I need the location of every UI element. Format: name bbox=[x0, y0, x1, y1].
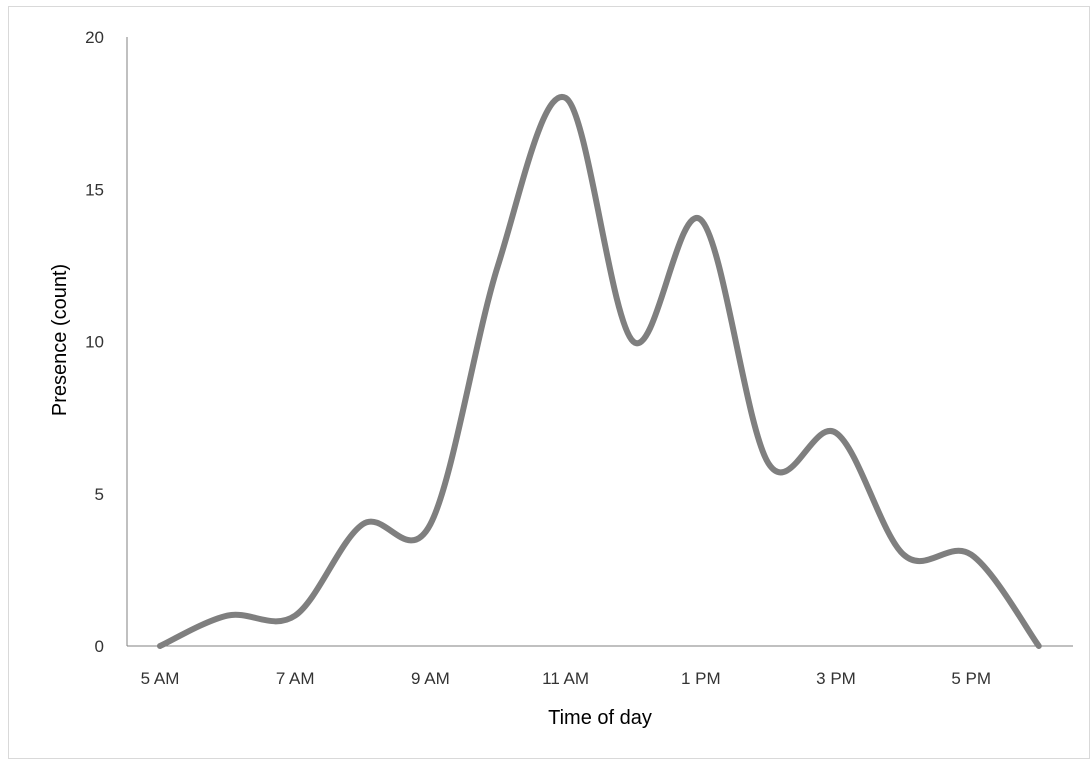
x-tick-label: 3 PM bbox=[816, 669, 856, 688]
x-tick-label: 9 AM bbox=[411, 669, 450, 688]
x-tick-label: 7 AM bbox=[276, 669, 315, 688]
y-tick-label: 10 bbox=[85, 333, 104, 352]
x-axis-title: Time of day bbox=[548, 707, 652, 729]
x-tick-labels: 5 AM 7 AM 9 AM 11 AM 1 PM 3 PM 5 PM bbox=[141, 669, 991, 688]
y-axis-title: Presence (count) bbox=[49, 264, 71, 416]
x-tick-label: 5 AM bbox=[141, 669, 180, 688]
y-tick-label: 20 bbox=[85, 28, 104, 47]
y-tick-label: 5 bbox=[95, 485, 104, 504]
axes bbox=[126, 37, 1073, 647]
series-line-presence bbox=[157, 94, 1042, 649]
y-tick-label: 15 bbox=[85, 180, 104, 199]
x-tick-label: 1 PM bbox=[681, 669, 721, 688]
x-tick-label: 5 PM bbox=[951, 669, 991, 688]
x-tick-label: 11 AM bbox=[542, 669, 589, 688]
y-tick-labels: 0 5 10 15 20 bbox=[85, 28, 104, 656]
y-tick-label: 0 bbox=[95, 637, 104, 656]
